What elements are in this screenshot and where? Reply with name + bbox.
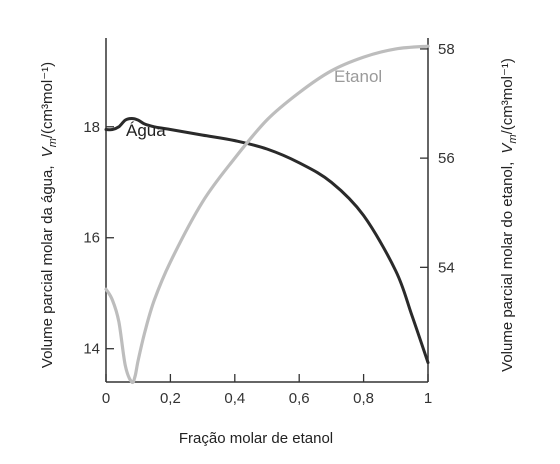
- right-y-tick-label: 58: [438, 41, 455, 58]
- series-label-agua: Água: [126, 121, 166, 140]
- x-tick-label: 1: [424, 390, 432, 407]
- x-tick-label: 0,4: [224, 390, 245, 407]
- series-line-etanol: [104, 44, 430, 385]
- x-tick-label: 0,6: [289, 390, 310, 407]
- series-line-agua: [104, 117, 430, 365]
- left-y-ticks: 14 16 18: [83, 119, 114, 358]
- left-y-tick-label: 18: [83, 119, 100, 136]
- right-y-axis-title-unit: /(cm³mol⁻¹): [499, 58, 516, 134]
- series-lines: [104, 44, 430, 385]
- x-tick-label: 0: [102, 390, 110, 407]
- x-tick-label: 0,8: [353, 390, 374, 407]
- x-axis-title: Fração molar de etanol: [179, 430, 333, 447]
- left-y-axis-title-unit: /(cm³mol⁻¹): [39, 62, 56, 138]
- x-tick-label: 0,2: [160, 390, 181, 407]
- series-label-etanol: Etanol: [334, 67, 382, 86]
- right-y-ticks: 54 56 58: [420, 41, 455, 276]
- left-y-tick-label: 14: [83, 341, 100, 358]
- left-y-axis-title-sub: m: [47, 138, 59, 147]
- right-y-tick-label: 54: [438, 259, 455, 276]
- left-y-axis-title: Volume parcial molar da água, Vm/(cm³mol…: [39, 62, 59, 368]
- x-ticks: 0 0,2 0,4 0,6 0,8 1: [102, 374, 432, 407]
- right-y-axis-title: Volume parcial molar do etanol, Vm/(cm³m…: [499, 58, 519, 372]
- left-y-axis-title-prefix: Volume parcial molar da água,: [39, 165, 56, 368]
- left-y-axis-title-symbol: V: [39, 145, 56, 157]
- right-y-tick-label: 56: [438, 150, 455, 167]
- right-y-axis-title-sub: m: [507, 134, 519, 143]
- right-y-axis-title-symbol: V: [499, 142, 516, 154]
- left-y-tick-label: 16: [83, 230, 100, 247]
- right-y-axis-title-prefix: Volume parcial molar do etanol,: [499, 162, 516, 372]
